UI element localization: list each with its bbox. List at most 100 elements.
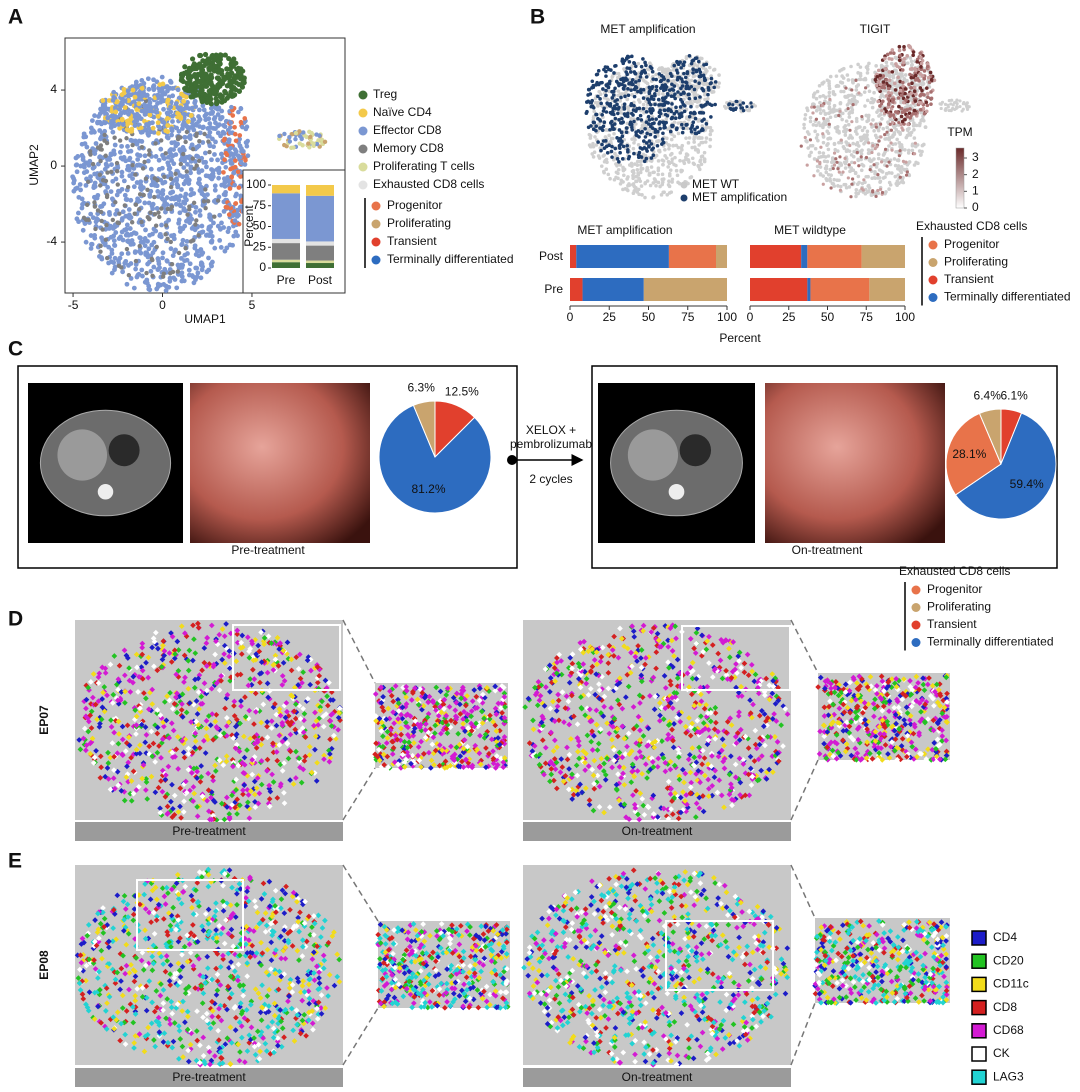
cell-point — [710, 77, 714, 81]
cell-point — [666, 165, 670, 169]
cell-point — [672, 64, 676, 68]
cell-point — [233, 147, 238, 152]
cell-point — [206, 227, 211, 232]
cell-point — [188, 261, 193, 266]
cell-point — [889, 141, 892, 144]
cell-point — [925, 86, 929, 90]
cell-point — [923, 77, 927, 81]
cell-point — [883, 137, 887, 141]
cell-point — [826, 118, 830, 122]
cell-point — [670, 125, 674, 129]
cell-point — [689, 127, 693, 131]
cell-point — [643, 196, 647, 200]
cell-point — [236, 213, 241, 218]
cell-point — [665, 193, 669, 197]
bar-segment — [807, 278, 810, 301]
legend-swatch — [929, 241, 938, 250]
cell-point — [606, 151, 610, 155]
cell-point — [860, 187, 863, 190]
cell-point — [849, 65, 853, 69]
cell-point — [184, 198, 189, 203]
cell-point — [130, 220, 134, 224]
cell-point — [645, 166, 649, 170]
cell-point — [177, 198, 182, 203]
cell-point — [207, 121, 212, 126]
cell-point — [661, 163, 665, 167]
cell-point — [812, 174, 815, 177]
cell-point — [837, 114, 840, 117]
bar-segment — [272, 185, 300, 193]
cell-point — [813, 157, 817, 161]
cell-point — [629, 120, 633, 124]
cell-point — [809, 116, 813, 120]
cell-point — [914, 112, 918, 116]
cell-point — [311, 141, 315, 145]
cell-point — [202, 132, 206, 136]
cell-point — [873, 172, 877, 176]
cell-point — [152, 195, 156, 199]
cell-point — [833, 93, 837, 97]
cell-point — [100, 98, 105, 103]
cell-point — [147, 148, 151, 152]
cell-point — [159, 138, 163, 142]
cell-point — [617, 72, 621, 76]
cell-point — [634, 175, 638, 179]
cell-point — [211, 144, 216, 149]
cell-point — [617, 160, 621, 164]
legend-swatch — [912, 603, 921, 612]
cell-point — [110, 271, 115, 276]
cell-point — [856, 159, 860, 163]
y-tick-label: Post — [539, 249, 564, 263]
cell-point — [105, 256, 109, 260]
cell-point — [818, 95, 822, 99]
cell-point — [206, 139, 210, 143]
cell-point — [132, 184, 137, 189]
cell-point — [158, 232, 163, 237]
cell-point — [114, 177, 119, 182]
cell-point — [115, 193, 120, 198]
cell-point — [146, 159, 151, 164]
cell-point — [152, 240, 157, 245]
cell-point — [177, 147, 182, 152]
cell-point — [110, 130, 115, 135]
cell-point — [119, 251, 124, 256]
endoscopy-image — [190, 383, 370, 543]
cell-point — [750, 105, 753, 108]
cell-point — [681, 131, 685, 135]
cell-point — [826, 79, 830, 83]
cell-point — [881, 191, 884, 194]
cell-point — [115, 99, 120, 104]
legend-swatch — [912, 586, 921, 595]
cell-point — [120, 230, 125, 235]
cell-point — [232, 74, 237, 79]
cell-point — [200, 91, 205, 96]
cell-point — [104, 223, 108, 227]
cell-point — [191, 238, 195, 242]
cell-point — [134, 203, 138, 207]
cell-point — [606, 66, 610, 70]
cell-point — [652, 97, 656, 101]
cell-point — [698, 111, 702, 115]
legend-swatch — [929, 276, 938, 285]
cell-point — [156, 114, 161, 119]
legend-label: Memory CD8 — [373, 141, 444, 155]
cell-point — [844, 86, 847, 89]
cell-point — [206, 96, 211, 101]
cell-point — [888, 118, 892, 122]
cell-point — [880, 109, 883, 112]
cell-point — [903, 57, 907, 61]
cell-point — [902, 45, 906, 49]
cell-point — [705, 69, 709, 73]
cell-point — [871, 144, 874, 147]
cell-point — [830, 186, 833, 189]
legend-swatch — [359, 109, 368, 118]
cell-point — [691, 120, 695, 124]
cell-point — [661, 180, 665, 184]
cell-point — [200, 99, 205, 104]
cell-point — [856, 141, 860, 145]
cell-point — [133, 250, 138, 255]
cell-point — [747, 109, 750, 112]
cell-point — [217, 238, 222, 243]
cell-point — [187, 268, 192, 273]
cell-point — [812, 95, 816, 99]
